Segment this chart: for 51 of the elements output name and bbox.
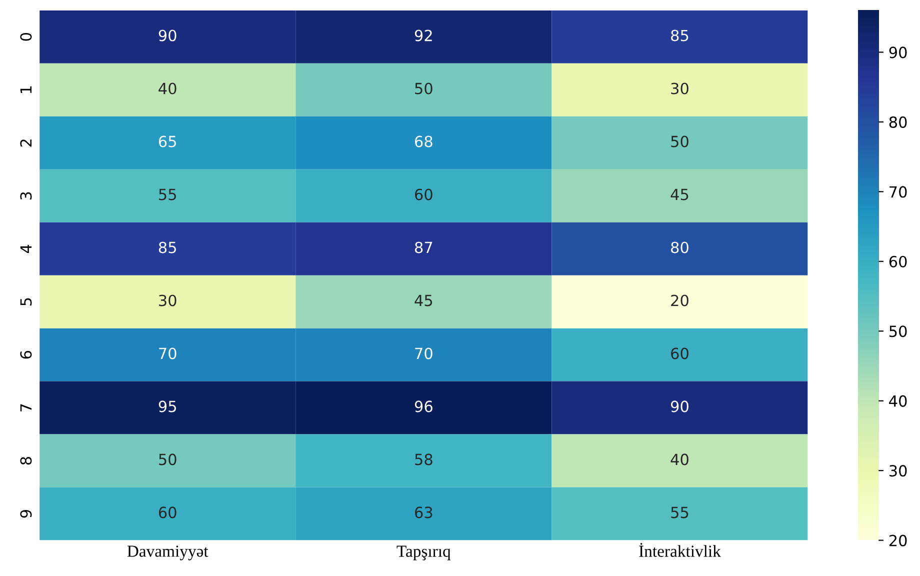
- data-label: 87: [414, 242, 432, 254]
- data-label: 90: [670, 400, 688, 412]
- data-label: 40: [158, 82, 176, 94]
- y-tick-label: 2: [20, 140, 32, 147]
- data-label: 70: [159, 348, 176, 360]
- data-label: 45: [670, 188, 688, 200]
- data-label: 70: [415, 348, 432, 360]
- data-label: 50: [671, 136, 688, 148]
- data-label: 30: [159, 294, 176, 306]
- data-label: 60: [158, 506, 176, 518]
- color-bar-label: 80: [889, 116, 907, 128]
- data-label: 85: [671, 30, 688, 42]
- y-tick-label: 6: [20, 350, 32, 359]
- data-label: 68: [415, 136, 432, 148]
- data-label: 90: [158, 30, 176, 42]
- data-label: 45: [414, 294, 432, 306]
- y-tick-label: 8: [20, 456, 32, 465]
- data-label: 55: [671, 506, 688, 518]
- y-tick-label: 7: [20, 404, 32, 412]
- data-label: 30: [671, 82, 688, 94]
- data-label: 63: [415, 506, 432, 518]
- data-label: 60: [415, 188, 432, 200]
- data-label: 95: [158, 400, 176, 412]
- x-tick-label: Tapşırıq: [396, 546, 451, 560]
- color-bar-label: 90: [889, 46, 907, 58]
- data-label: 50: [159, 454, 176, 466]
- color-bar-label: 30: [889, 465, 907, 477]
- y-tick-label: 4: [20, 244, 32, 253]
- color-bar-label: 60: [889, 256, 907, 268]
- color-bar-label: 70: [890, 186, 907, 198]
- y-tick-label: 5: [20, 298, 32, 306]
- color-bar-label: 20: [889, 534, 907, 546]
- data-label: 55: [159, 188, 176, 200]
- color-bar-label: 40: [889, 395, 907, 407]
- data-label: 50: [415, 82, 432, 94]
- data-label: 58: [415, 454, 432, 466]
- y-tick-label: 0: [20, 33, 32, 41]
- y-tick-label: 3: [20, 192, 32, 200]
- x-tick-label: Davamiyyət: [127, 546, 208, 560]
- data-label: 96: [414, 400, 432, 412]
- y-tick-label: 9: [20, 510, 32, 518]
- data-label: 92: [414, 30, 432, 42]
- y-tick-label: 1: [20, 86, 32, 94]
- data-label: 65: [158, 136, 176, 148]
- data-label: 85: [158, 242, 176, 254]
- data-label: 60: [671, 348, 688, 360]
- data-label: 80: [671, 242, 688, 254]
- x-tick-label: İnteraktivlik: [639, 543, 721, 557]
- data-label: 40: [670, 454, 688, 466]
- color-bar-label: 50: [890, 326, 907, 338]
- data-label: 20: [671, 294, 688, 306]
